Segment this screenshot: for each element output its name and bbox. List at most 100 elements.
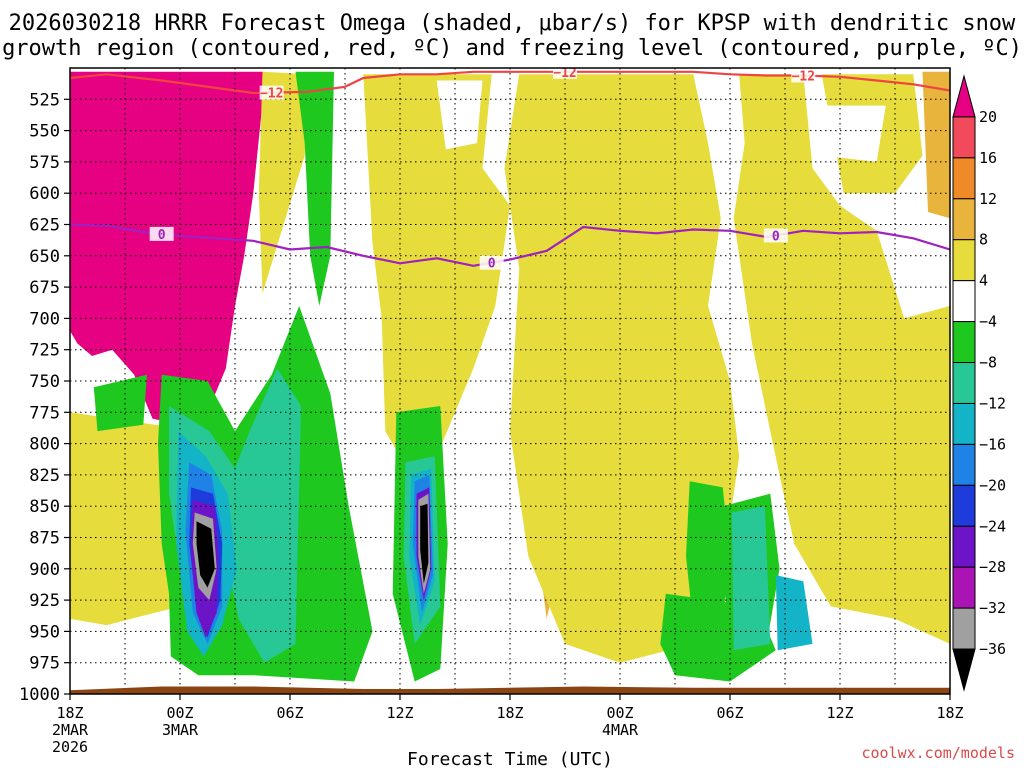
- x-tick-label-5-0: 00Z: [606, 704, 633, 722]
- x-tick-label-0-0: 18Z: [56, 704, 83, 722]
- y-axis-ticks: 525 550 575 600 625 650 675 700 725 750 775 800 825 8…: [19, 90, 70, 705]
- colorbar-swatch-6: [952, 321, 976, 364]
- freezing-contour-label-bg-0: [149, 226, 174, 241]
- y-tick-label-7: 700: [29, 309, 60, 329]
- y-tick-label-0: 525: [29, 90, 60, 110]
- colorbar-label-8: −16: [979, 435, 1006, 453]
- x-tick-label-1-1: 3MAR: [162, 721, 199, 739]
- freezing-contour-label-1: 0: [488, 257, 496, 272]
- x-tick-label-2-0: 06Z: [276, 704, 303, 722]
- dgz-contour-line: [70, 70, 950, 95]
- colorbar-swatch-1: [952, 116, 976, 159]
- omega-region-17: [436, 80, 483, 150]
- colorbar-swatch-11: [952, 525, 976, 568]
- dgz-contour-label-bg-0: [259, 85, 284, 100]
- colorbar-swatch-5: [952, 280, 976, 323]
- x-tick-label-8-0: 18Z: [936, 704, 963, 722]
- dgz-contour-label-bg-2: [791, 68, 816, 83]
- y-tick-label-1: 550: [29, 122, 60, 142]
- dgz-contour-label-2: −12: [792, 70, 815, 85]
- x-tick-label-4-0: 18Z: [496, 704, 523, 722]
- omega-region-0: [70, 71, 263, 425]
- colorbar-label-3: 8: [979, 231, 988, 249]
- colorbar-swatch-3: [952, 198, 976, 241]
- colorbar-swatch-4: [952, 239, 976, 282]
- freezing-contour-label-bg-2: [763, 228, 788, 243]
- omega-region-15: [733, 74, 950, 644]
- omega-region-40: [420, 503, 429, 584]
- colorbar-swatch-12: [952, 566, 976, 609]
- y-tick-label-11: 800: [29, 435, 60, 455]
- omega-region-26: [169, 368, 301, 663]
- y-tick-label-6: 675: [29, 278, 60, 298]
- x-tick-label-6-0: 06Z: [716, 704, 743, 722]
- omega-region-9: [922, 71, 950, 219]
- dgz-contour-label-1: −12: [553, 66, 576, 81]
- colorbar-label-7: −12: [979, 394, 1006, 412]
- colorbar-label-6: −8: [979, 354, 997, 372]
- x-tick-label-0-2: 2026: [52, 738, 88, 756]
- plot-gridlines: [70, 68, 950, 694]
- colorbar-swatch-7: [952, 362, 976, 404]
- y-tick-label-5: 650: [29, 247, 60, 267]
- y-tick-label-4: 625: [29, 216, 60, 236]
- colorbar-label-11: −28: [979, 558, 1006, 576]
- contour-lines: −12 −12 −12 0 0 0: [70, 66, 950, 694]
- y-tick-label-3: 600: [29, 184, 60, 204]
- omega-region-23: [686, 481, 730, 626]
- x-tick-label-7-0: 12Z: [826, 704, 853, 722]
- y-tick-label-8: 725: [29, 341, 60, 361]
- colorbar-label-13: −36: [979, 640, 1006, 658]
- omega-region-12: [258, 71, 309, 294]
- colorbar-label-9: −20: [979, 476, 1006, 494]
- omega-region-27: [731, 506, 771, 651]
- omega-colorbar: 20 16 12 8 4 −4 −8 −12 −16 −20 −24 −28 −32 −36: [952, 74, 1006, 692]
- x-tick-label-1-0: 00Z: [166, 704, 193, 722]
- x-tick-label-3-0: 12Z: [386, 704, 413, 722]
- freezing-contour-label-2: 0: [772, 229, 780, 244]
- colorbar-label-2: 12: [979, 190, 997, 208]
- y-tick-label-13: 850: [29, 497, 60, 517]
- y-tick-label-19: 1000: [19, 685, 60, 705]
- x-tick-label-0-1: 2MAR: [52, 721, 89, 739]
- chart-title-line2: growth region (contoured, red, ºC) and f…: [2, 36, 1022, 61]
- freezing-contour-label-0: 0: [158, 228, 166, 243]
- colorbar-swatch-8: [952, 402, 976, 445]
- colorbar-swatch-13: [952, 607, 976, 650]
- chart-title-line1: 2026030218 HRRR Forecast Omega (shaded, …: [9, 11, 1016, 36]
- x-tick-label-5-1: 4MAR: [602, 721, 639, 739]
- y-tick-label-10: 775: [29, 403, 60, 423]
- colorbar-label-12: −32: [979, 599, 1006, 617]
- y-tick-label-2: 575: [29, 153, 60, 173]
- omega-region-14: [504, 74, 740, 663]
- colorbar-swatch-9: [952, 443, 976, 486]
- omega-region-18: [812, 105, 886, 162]
- freezing-contour-line: [70, 223, 950, 267]
- terrain-strip: [70, 686, 950, 694]
- colorbar-swatch-14: [952, 648, 976, 692]
- colorbar-label-5: −4: [979, 313, 997, 331]
- y-tick-label-18: 975: [29, 654, 60, 674]
- x-axis-label: Forecast Time (UTC): [407, 749, 613, 768]
- omega-region-19: [93, 374, 147, 432]
- dgz-contour-label-0: −12: [260, 87, 283, 102]
- y-tick-label-15: 900: [29, 560, 60, 580]
- y-tick-label-12: 825: [29, 466, 60, 486]
- colorbar-label-1: 16: [979, 149, 997, 167]
- freezing-contour-label-bg-1: [479, 255, 504, 270]
- omega-shaded-regions: [70, 71, 950, 682]
- y-tick-label-9: 750: [29, 372, 60, 392]
- credit-text: coolwx.com/models: [861, 744, 1015, 762]
- colorbar-swatch-2: [952, 157, 976, 200]
- colorbar-label-0: 20: [979, 108, 997, 126]
- y-tick-label-17: 950: [29, 622, 60, 642]
- dgz-contour-label-bg-1: [553, 68, 577, 79]
- colorbar-label-4: 4: [979, 272, 988, 290]
- y-tick-label-16: 925: [29, 591, 60, 611]
- colorbar-swatch-10: [952, 484, 976, 527]
- y-tick-label-14: 875: [29, 529, 60, 549]
- colorbar-swatch-0: [952, 74, 976, 118]
- colorbar-label-10: −24: [979, 517, 1006, 535]
